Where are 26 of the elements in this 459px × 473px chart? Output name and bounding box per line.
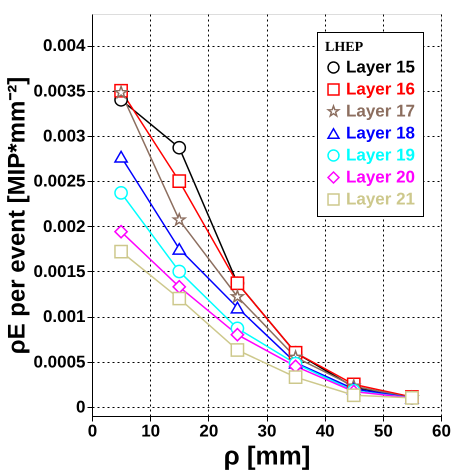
legend-label: Layer 20 — [346, 168, 415, 186]
x-tick-label: 10 — [141, 422, 160, 440]
y-tick-label: 0.0025 — [34, 172, 86, 191]
y-tick-label: 0.003 — [42, 126, 86, 146]
x-axis-title: ρ [mm] — [224, 440, 310, 470]
legend-title: LHEP — [325, 40, 364, 55]
x-tick-label: 50 — [374, 422, 393, 440]
y-tick-label: 0.001 — [42, 307, 86, 326]
legend-label: Layer 15 — [346, 58, 415, 76]
legend-label: Layer 21 — [346, 190, 415, 208]
legend-label: Layer 16 — [346, 80, 415, 98]
y-axis-title: ρE per event [MIP*mm⁻²] — [4, 76, 31, 354]
y-tick-label: 0.0035 — [34, 81, 86, 100]
x-tick-label: 40 — [316, 422, 335, 440]
legend-label: Layer 19 — [346, 146, 415, 164]
x-tick-label: 0 — [88, 422, 98, 440]
y-tick-label: 0 — [76, 397, 86, 416]
x-tick-label: 30 — [258, 422, 276, 440]
legend-label: Layer 17 — [346, 102, 415, 120]
x-tick-label: 20 — [199, 422, 218, 440]
x-tick-label: 60 — [432, 422, 451, 440]
y-tick-label: 0.0005 — [34, 352, 86, 372]
y-tick-label: 0.002 — [42, 216, 86, 236]
y-tick-label: 0.0015 — [34, 262, 86, 281]
y-tick-label: 0.004 — [42, 36, 86, 56]
legend-label: Layer 18 — [346, 124, 415, 142]
